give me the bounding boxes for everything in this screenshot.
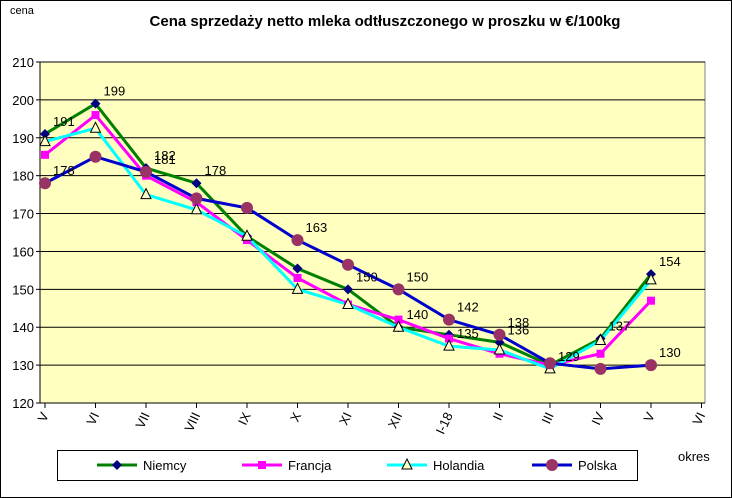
data-label: 191: [53, 114, 75, 129]
y-tick-label: 140: [12, 320, 34, 335]
y-tick-label: 190: [12, 131, 34, 146]
data-label: 163: [306, 220, 328, 235]
y-tick-label: 150: [12, 282, 34, 297]
data-label: 178: [205, 163, 227, 178]
x-tick-label: VIII: [181, 410, 203, 434]
data-label: 142: [457, 300, 479, 315]
data-point: [190, 192, 203, 205]
y-tick-label: 170: [12, 207, 34, 222]
data-point: [394, 315, 403, 324]
data-point: [39, 177, 51, 190]
y-tick-label: 210: [12, 55, 34, 70]
legend-label: Niemcy: [143, 458, 187, 473]
data-point: [89, 150, 102, 163]
data-point: [645, 359, 657, 372]
x-tick-label: XII: [385, 410, 405, 431]
legend-label: Polska: [578, 458, 618, 473]
data-point: [493, 328, 506, 341]
legend-label: Holandia: [433, 458, 485, 473]
data-label: 181: [154, 152, 176, 167]
plot-area: [39, 61, 706, 404]
data-point: [392, 283, 405, 296]
data-point: [89, 121, 102, 133]
y-tick-label: 120: [12, 396, 34, 411]
legend-marker: [546, 459, 558, 471]
data-point: [392, 320, 405, 332]
data-point: [241, 229, 253, 241]
data-point: [445, 334, 453, 343]
data-point: [291, 234, 304, 247]
data-point: [343, 284, 353, 295]
data-point: [544, 357, 556, 370]
data-label: 199: [104, 84, 126, 99]
chart-title: Cena sprzedaży netto mleka odtłuszczoneg…: [150, 13, 621, 30]
y-tick-label: 200: [12, 93, 34, 108]
x-axis-label: okres: [678, 449, 710, 464]
data-point: [241, 201, 253, 214]
data-label: 136: [508, 322, 530, 337]
data-point: [342, 297, 354, 309]
data-label: 150: [356, 269, 378, 284]
data-label: 178: [53, 163, 75, 178]
legend-label: Francja: [288, 458, 332, 473]
data-label: 129: [558, 349, 580, 364]
y-axis-label: cena: [10, 5, 35, 17]
data-point: [443, 339, 455, 351]
data-label: 140: [407, 307, 429, 322]
legend-marker: [112, 460, 122, 470]
y-tick-label: 130: [12, 358, 34, 373]
x-tick-label: XI: [336, 410, 355, 427]
data-point: [596, 349, 605, 358]
legend-marker: [258, 461, 266, 469]
data-point: [41, 150, 49, 159]
data-label: 138: [508, 315, 530, 330]
x-tick-label: VI: [83, 410, 102, 427]
data-label: 135: [457, 326, 479, 341]
x-tick-label: VII: [132, 410, 152, 431]
x-tick-label: VI: [689, 410, 708, 427]
data-point: [91, 111, 100, 120]
data-point: [40, 128, 50, 139]
data-point: [594, 362, 607, 375]
data-point: [493, 342, 506, 355]
data-label: 150: [407, 269, 429, 284]
y-tick-label: 180: [12, 169, 34, 184]
y-tick-label: 160: [12, 244, 34, 259]
data-point: [594, 333, 607, 345]
data-point: [90, 98, 101, 109]
data-point: [645, 272, 657, 285]
data-point: [140, 187, 152, 200]
data-point: [39, 134, 51, 147]
data-point: [191, 178, 202, 189]
data-point: [293, 273, 302, 282]
data-label: 130: [659, 345, 681, 360]
data-point: [443, 313, 455, 326]
data-point: [292, 263, 303, 274]
data-point: [647, 296, 655, 305]
legend-marker: [401, 457, 413, 470]
data-point: [190, 202, 203, 215]
data-point: [291, 282, 304, 294]
data-point: [140, 165, 152, 178]
data-label: 182: [154, 148, 176, 163]
data-point: [342, 258, 354, 271]
data-label: 137: [609, 319, 631, 334]
data-label: 154: [659, 254, 681, 269]
